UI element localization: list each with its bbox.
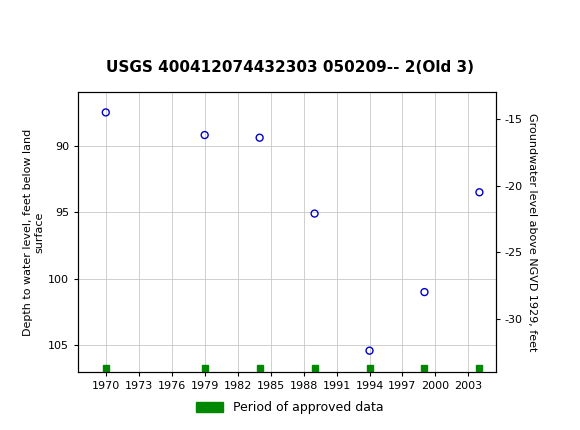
Point [200,132,209,138]
Y-axis label: Depth to water level, feet below land
surface: Depth to water level, feet below land su… [23,129,44,336]
Point [475,189,484,196]
Point [365,347,374,354]
Point [420,289,429,295]
Point [101,109,110,116]
Text: ≡USGS: ≡USGS [7,12,78,29]
Legend: Period of approved data: Period of approved data [191,396,389,419]
Point [310,210,319,217]
Text: USGS 400412074432303 050209-- 2(Old 3): USGS 400412074432303 050209-- 2(Old 3) [106,60,474,75]
Y-axis label: Groundwater level above NGVD 1929, feet: Groundwater level above NGVD 1929, feet [527,113,537,351]
Point [255,134,264,141]
